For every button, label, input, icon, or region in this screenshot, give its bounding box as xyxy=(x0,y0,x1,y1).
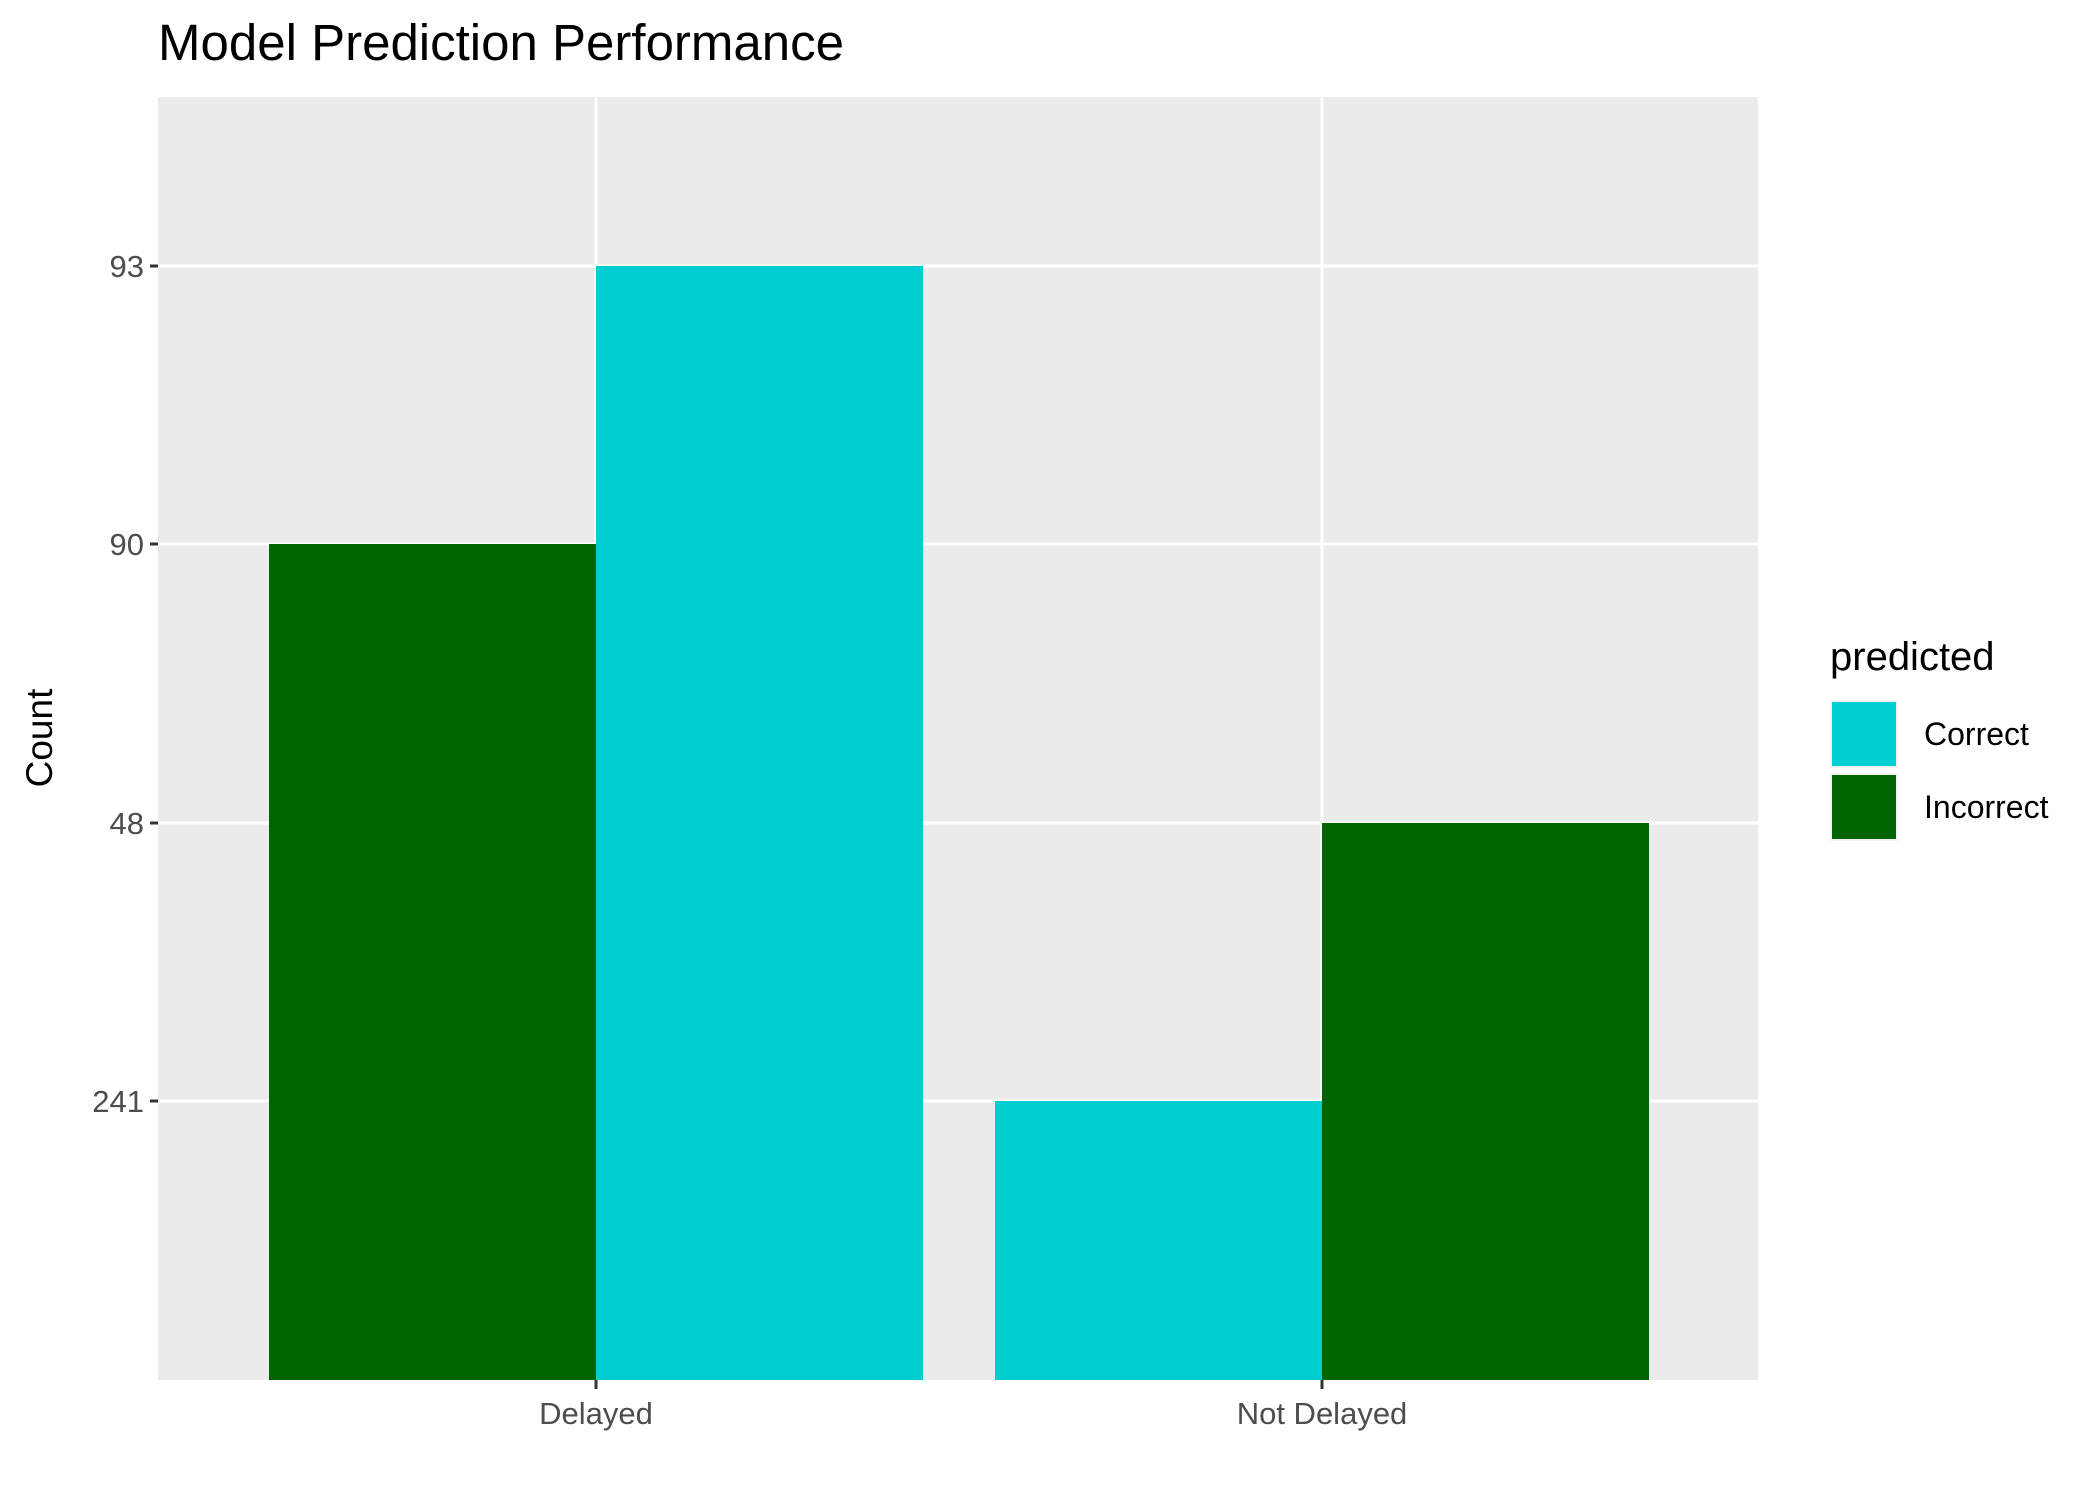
bar-not-delayed-correct xyxy=(995,1101,1322,1380)
chart-title: Model Prediction Performance xyxy=(158,14,844,71)
x-axis: Delayed Not Delayed xyxy=(539,1380,1407,1431)
legend: predicted Correct Incorrect xyxy=(1830,635,2049,841)
x-tick-label: Not Delayed xyxy=(1237,1396,1408,1431)
legend-swatch xyxy=(1832,702,1896,766)
legend-title: predicted xyxy=(1830,635,1995,679)
legend-swatch xyxy=(1832,775,1896,839)
bar-delayed-correct xyxy=(596,266,923,1380)
bar-not-delayed-incorrect xyxy=(1322,823,1649,1380)
y-tick-label: 90 xyxy=(110,527,144,562)
y-tick-label: 241 xyxy=(92,1084,144,1119)
y-axis: 241 48 90 93 xyxy=(92,249,158,1119)
legend-label: Correct xyxy=(1924,716,2029,752)
y-axis-title: Count xyxy=(19,688,60,787)
x-tick-label: Delayed xyxy=(539,1396,653,1431)
legend-label: Incorrect xyxy=(1924,789,2049,825)
bar-delayed-incorrect xyxy=(269,544,596,1380)
bars xyxy=(269,266,1649,1380)
y-tick-label: 48 xyxy=(110,806,144,841)
y-tick-label: 93 xyxy=(110,249,144,284)
